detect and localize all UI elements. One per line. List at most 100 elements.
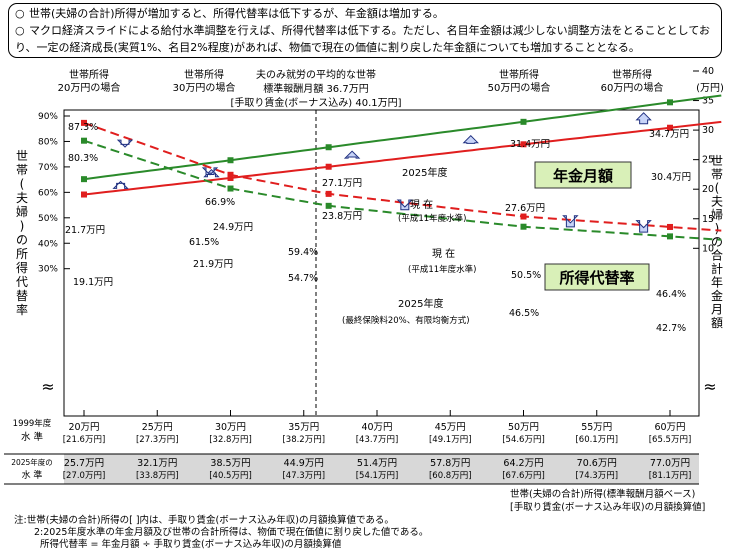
curve-label-2025-daitai: 2025年度 [398, 297, 443, 310]
arrow-shape [201, 167, 219, 176]
row2-cell-main: 64.2万円 [503, 458, 543, 469]
row1-cell-main: 45万円 [435, 422, 466, 433]
row1-label: 1999年度 [13, 418, 52, 429]
top-labels: 世帯所得 20万円の場合 世帯所得 30万円の場合 夫のみ就労の平均的な世帯 標… [58, 68, 664, 109]
right-axis-title-char: 月 [711, 303, 723, 317]
top-label-20-2: 20万円の場合 [58, 81, 121, 94]
row1-cell-sub: [54.6万円] [502, 435, 545, 445]
top-label-20-1: 世帯所得 [69, 68, 109, 81]
left-axis-title-char: 帯 [16, 163, 28, 177]
top-label-30-2: 30万円の場合 [173, 81, 236, 94]
row2-cell-main: 44.9万円 [284, 458, 324, 469]
row1-cell-main: 60万円 [654, 422, 685, 433]
data-point [325, 190, 332, 197]
data-point [227, 185, 234, 192]
curve-label-genzai-daitai: 現 在 [432, 248, 455, 260]
row2-cell-sub: [40.5万円] [209, 471, 252, 481]
row2-cell-main: 77.0万円 [650, 458, 690, 469]
footnote-3: 所得代替率 = 年金月額 ÷ 手取り賃金(ボーナス込み年収)の月額換算値 [40, 539, 342, 550]
row1-cell-sub: [38.2万円] [282, 435, 325, 445]
arrow-shape [562, 215, 579, 228]
right-axis-title-char: 金 [711, 288, 723, 303]
data-point [81, 191, 87, 198]
xaxis-title-2: [手取り賃金(ボーナス込み年収)の月額換算値] [510, 502, 706, 513]
row1-cell-main: 55万円 [581, 422, 612, 433]
row1-cell-main: 40万円 [361, 422, 392, 433]
arrow-shape [635, 220, 652, 233]
data-point [667, 233, 673, 240]
label-23-8: 23.8万円 [322, 211, 362, 222]
left-axis-title-char: 所 [16, 247, 28, 261]
data-point [667, 99, 673, 106]
label-61-5: 61.5% [189, 237, 219, 248]
row2-cell-sub: [81.1万円] [649, 471, 692, 481]
label-21-7: 21.7万円 [65, 225, 105, 236]
label-54-7: 54.7% [288, 273, 318, 284]
left-tick-label: 80% [38, 137, 58, 147]
arrow-shape [343, 150, 361, 159]
left-tick-label: 90% [38, 112, 58, 122]
curve-label-genzai-nenkin-sub: (平成11年度水準) [398, 213, 466, 224]
note-line-1: ○ 世帯(夫婦の合計)所得が増加すると、所得代替率は低下するが、年金額は増加する。 [15, 7, 444, 20]
label-42-7: 42.7% [656, 323, 686, 334]
xaxis-title-1: 世帯(夫婦の合計)所得(標準報酬月額ベース) [510, 489, 696, 500]
data-point [325, 163, 332, 170]
left-tick-label: 60% [38, 188, 58, 198]
left-tick-label: 70% [38, 163, 58, 173]
arrow-shape [396, 199, 414, 211]
data-point [520, 118, 527, 125]
label-19-1: 19.1万円 [73, 277, 113, 288]
axis-ticks: 30% 40% 50% 60% 70% 80% 90% 10 15 20 25 30 35 40 [38, 66, 714, 416]
right-axis-title-char: 帯 [711, 168, 723, 182]
data-point [667, 124, 673, 131]
label-31-4: 31.4万円 [510, 139, 550, 150]
right-tick-label: 15 [702, 214, 714, 225]
label-27-6: 27.6万円 [505, 203, 545, 214]
curve-label-2025-daitai-sub: (最終保険料20%、有限均衡方式) [342, 315, 470, 326]
row2-label2: 水 準 [22, 469, 43, 481]
row2-cell-main: 57.8万円 [430, 458, 470, 469]
data-point [81, 119, 87, 126]
label-30-4: 30.4万円 [651, 172, 691, 183]
curve-label-2025-nenkin: 2025年度 [402, 166, 447, 179]
series-line-1 [83, 94, 722, 181]
left-axis-title-char: ) [20, 219, 25, 233]
left-axis-title-char: ( [20, 177, 25, 191]
legend-daitai-text: 所得代替率 [559, 269, 634, 287]
data-point [520, 223, 527, 230]
right-axis-title-char: 合 [711, 248, 723, 263]
left-axis-title-char: 率 [16, 302, 28, 317]
curve-label-genzai-nenkin: 現 在 [410, 199, 433, 211]
row2-cell-sub: [33.8万円] [136, 471, 179, 481]
label-34-7: 34.7万円 [649, 129, 689, 140]
data-point [81, 137, 87, 144]
data-point [227, 157, 234, 164]
data-point [520, 141, 527, 148]
row1-label2: 水 準 [21, 431, 44, 443]
top-label-mid-1: 夫のみ就労の平均的な世帯 [256, 68, 376, 81]
label-46-5: 46.5% [509, 308, 539, 319]
top-label-50-1: 世帯所得 [499, 68, 539, 81]
top-label-50-2: 50万円の場合 [488, 81, 551, 94]
row1-cell-main: 25万円 [142, 422, 173, 433]
row1-cell-main: 35万円 [288, 422, 319, 433]
right-axis-title-char: ( [715, 181, 720, 195]
table-cells: 20万円 [21.6万円] 25万円 [27.3万円] 30万円 [32.8万円] 35万円… [63, 422, 692, 481]
right-tick-label: 30 [702, 125, 714, 136]
plot-frame [63, 109, 700, 417]
arrow-shape [112, 180, 129, 189]
top-label-60-1: 世帯所得 [612, 68, 652, 81]
row2-cell-sub: [47.3万円] [282, 471, 325, 481]
legend-daitai-box [544, 263, 650, 291]
row1-cell-sub: [32.8万円] [209, 435, 252, 445]
right-tick-label: 20 [702, 184, 714, 195]
income-table: 1999年度 水 準 2025年度の 水 準 20万円 [21.6万円] 25万円 [… [4, 418, 699, 485]
label-80-3: 80.3% [68, 153, 98, 164]
left-axis-title-char: 世 [16, 149, 28, 163]
left-axis-title-char: の [16, 233, 28, 247]
legend-daitai: 所得代替率 [544, 263, 650, 291]
row1-cell-main: 50万円 [508, 422, 539, 433]
